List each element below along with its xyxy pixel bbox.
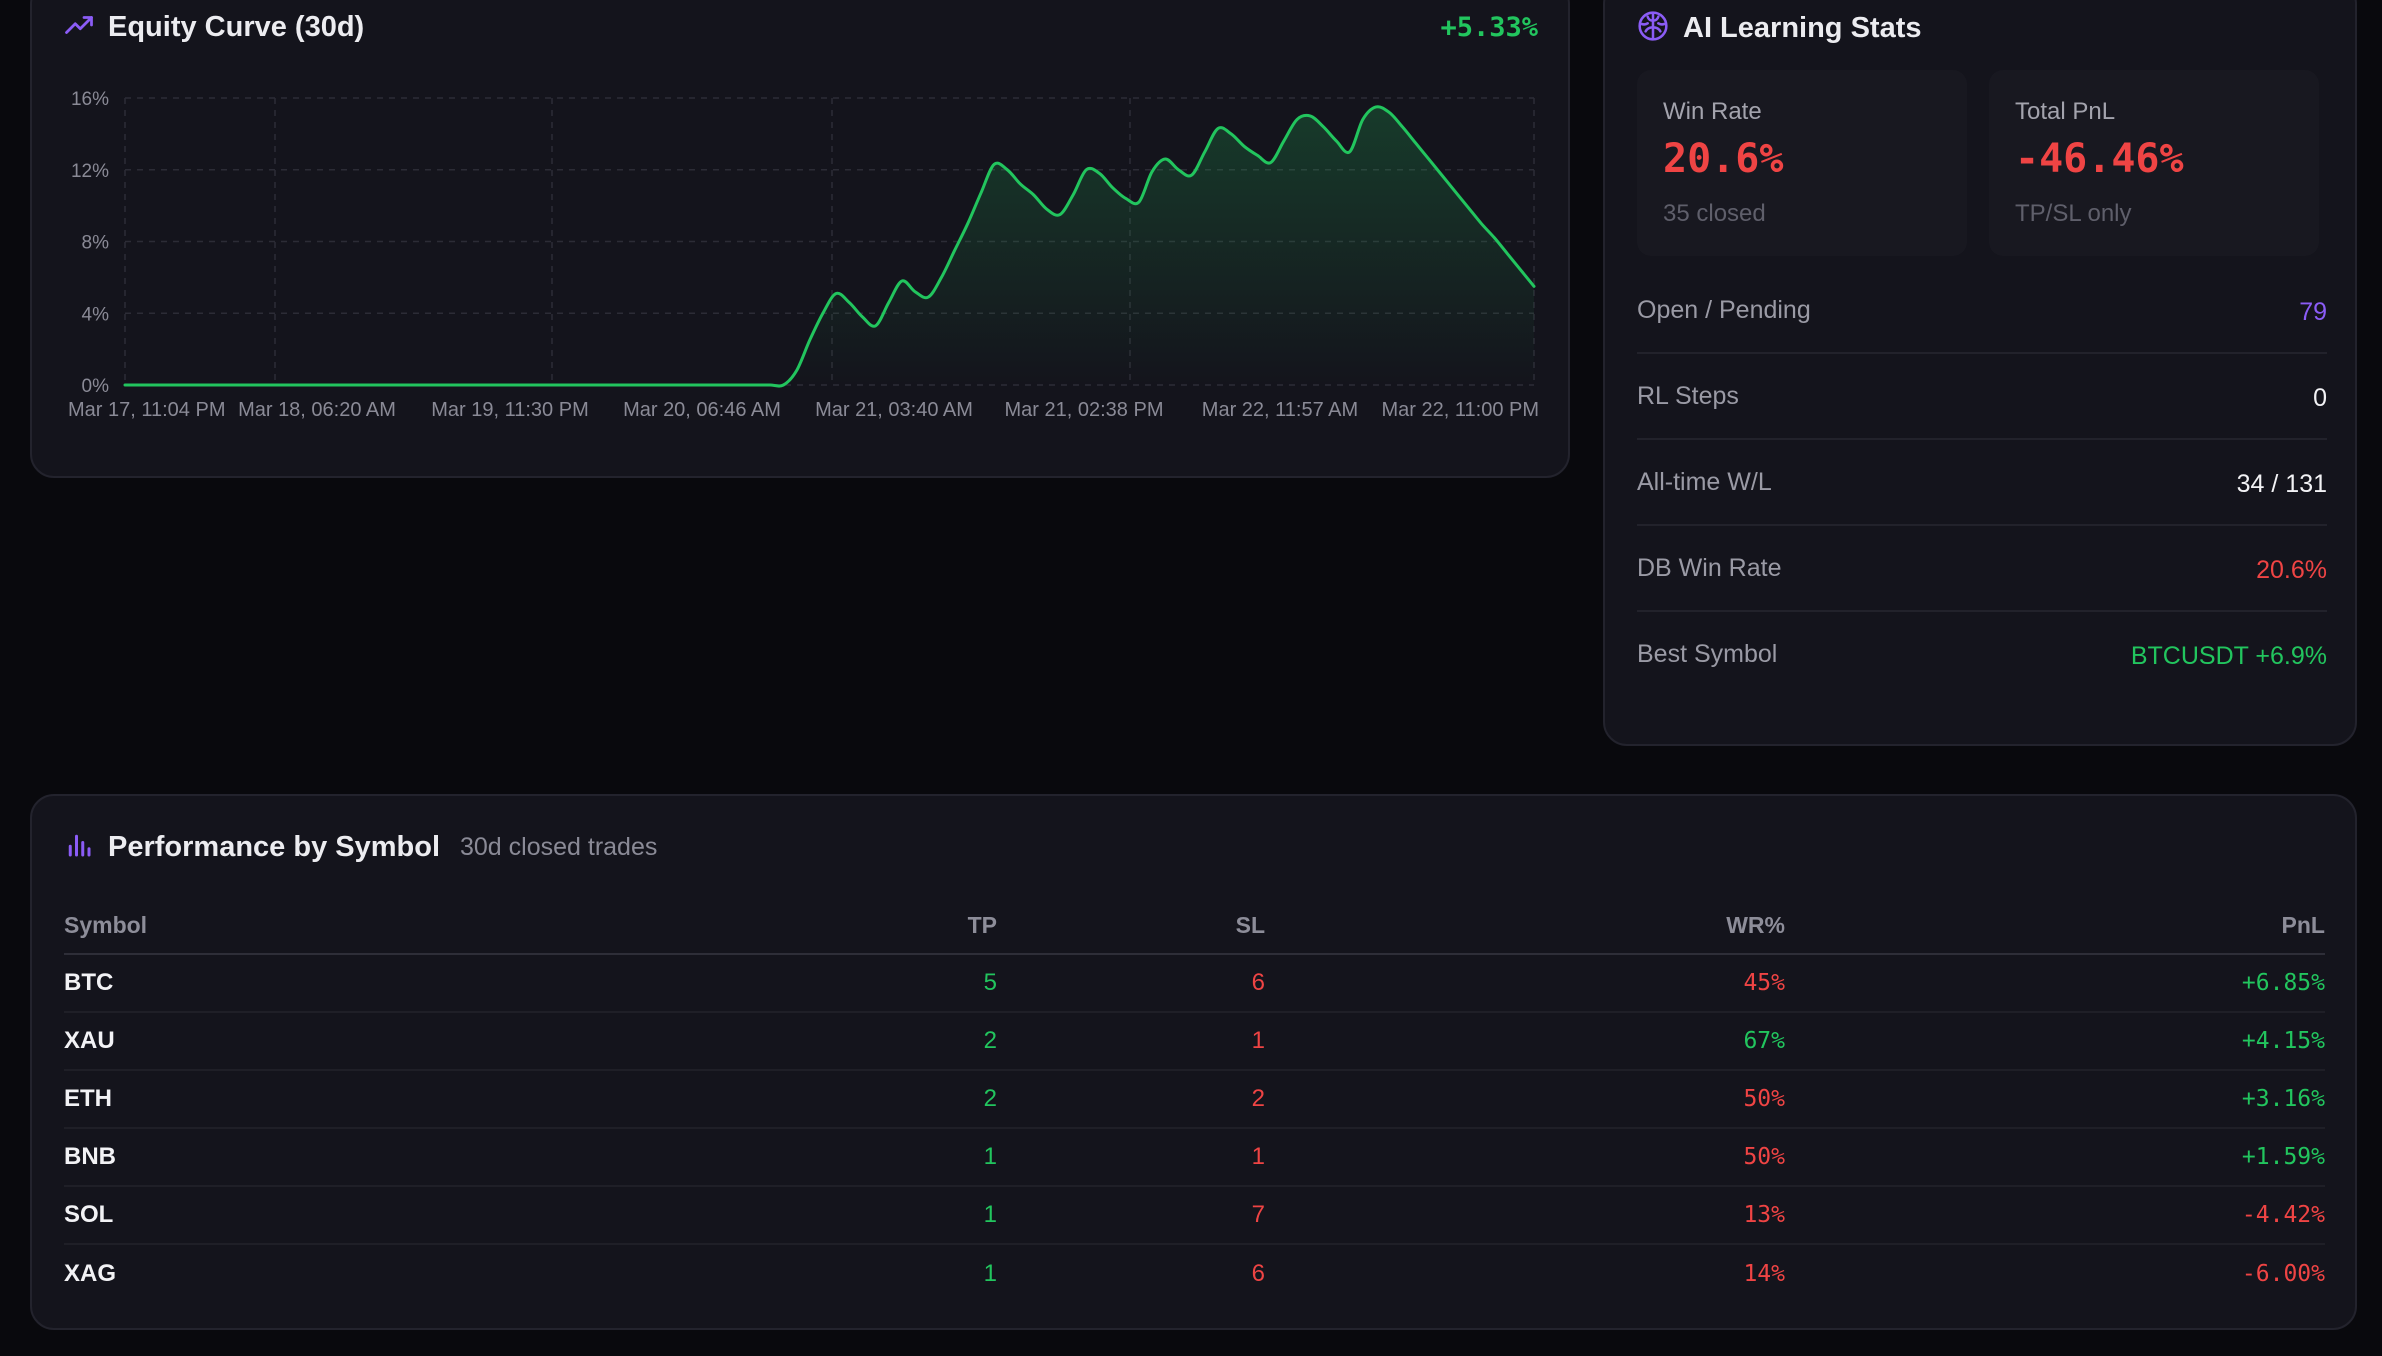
- performance-table: Symbol TP SL WR% PnL BTC 5 6 45% +6.85% …: [64, 898, 2325, 1302]
- sl-cell: 6: [1251, 1259, 1265, 1287]
- brain-icon: [1637, 10, 1669, 47]
- x-tick-label: Mar 22, 11:57 AM: [1202, 399, 1358, 421]
- total-pnl-stat: Total PnL -46.46% TP/SL only: [1989, 70, 2319, 256]
- column-header-wr[interactable]: WR%: [1265, 898, 1785, 955]
- y-tick-label: 8%: [82, 233, 110, 254]
- equity-card-header: Equity Curve (30d): [64, 10, 364, 45]
- x-tick-label: Mar 22, 11:00 PM: [1382, 399, 1539, 421]
- x-tick-label: Mar 21, 02:38 PM: [1005, 399, 1164, 421]
- wr-cell: 50%: [1265, 1070, 1785, 1129]
- x-tick-label: Mar 18, 06:20 AM: [238, 399, 396, 421]
- stat-row-db-win-rate: DB Win Rate 20.6%: [1637, 526, 2327, 612]
- sl-cell: 1: [997, 1128, 1265, 1187]
- pnl-cell: +6.85%: [1785, 954, 2325, 1013]
- stat-row-all-time-wl: All-time W/L 34 / 131: [1637, 440, 2327, 526]
- win-rate-label: Win Rate: [1663, 98, 1762, 125]
- stat-row-label: RL Steps: [1637, 382, 1739, 410]
- stat-row-value: 20.6%: [2256, 556, 2327, 584]
- tp-cell: 1: [684, 1186, 997, 1245]
- table-row[interactable]: XAU 2 1 67% +4.15%: [64, 1012, 2325, 1071]
- equity-area-fill: [125, 106, 1534, 387]
- table-row[interactable]: ETH 2 2 50% +3.16%: [64, 1070, 2325, 1129]
- ai-card-title: AI Learning Stats: [1683, 12, 1922, 44]
- stat-row-label: DB Win Rate: [1637, 554, 1782, 582]
- column-header-tp[interactable]: TP: [684, 898, 997, 955]
- equity-series-line[interactable]: [123, 105, 1536, 388]
- performance-card-subtitle: 30d closed trades: [460, 833, 658, 861]
- table-row[interactable]: BTC 5 6 45% +6.85%: [64, 954, 2325, 1013]
- y-tick-label: 4%: [82, 304, 110, 325]
- x-tick-label: Mar 17, 11:04 PM: [68, 399, 225, 421]
- equity-curve-card: 0% 4% 8% 12% 16% Mar 17, 11:04 PM Mar 18, 06:2…: [30, 0, 1570, 478]
- wr-cell: 14%: [1743, 1260, 1785, 1287]
- stat-row-label: Best Symbol: [1637, 640, 1778, 668]
- tp-cell: 2: [684, 1012, 997, 1071]
- column-header-symbol[interactable]: Symbol: [64, 898, 684, 955]
- stat-row-label: All-time W/L: [1637, 468, 1772, 496]
- tp-cell: 1: [983, 1259, 997, 1287]
- x-tick-label: Mar 20, 06:46 AM: [623, 399, 781, 421]
- column-header-pnl[interactable]: PnL: [1785, 898, 2325, 955]
- performance-card-title: Performance by Symbol: [108, 831, 440, 863]
- ai-learning-stats-card: AI Learning Stats Win Rate 20.6% 35 clos…: [1603, 0, 2357, 746]
- trending-up-icon: [64, 10, 94, 45]
- stat-row-best-symbol: Best Symbol BTCUSDT +6.9%: [1637, 612, 2327, 698]
- win-rate-value: 20.6%: [1663, 136, 1784, 182]
- table-row[interactable]: XAG 1 6 14% -6.00%: [64, 1244, 2325, 1302]
- sl-cell: 7: [997, 1186, 1265, 1245]
- symbol-cell: SOL: [64, 1186, 684, 1245]
- performance-card-header: Performance by Symbol 30d closed trades: [64, 830, 657, 865]
- symbol-cell: ETH: [64, 1070, 684, 1129]
- x-tick-label: Mar 19, 11:30 PM: [431, 399, 588, 421]
- stat-row-label: Open / Pending: [1637, 296, 1811, 324]
- equity-change-value: +5.33%: [1440, 12, 1538, 43]
- pnl-cell: +1.59%: [1785, 1128, 2325, 1187]
- sl-cell: 2: [997, 1070, 1265, 1129]
- pnl-cell: +3.16%: [1785, 1070, 2325, 1129]
- ai-card-header: AI Learning Stats: [1637, 10, 1922, 47]
- stat-row-value: 34 / 131: [2236, 470, 2327, 498]
- equity-card-title: Equity Curve (30d): [108, 11, 365, 43]
- wr-cell: 67%: [1265, 1012, 1785, 1071]
- column-header-sl[interactable]: SL: [997, 898, 1265, 955]
- pnl-cell: -6.00%: [2241, 1260, 2325, 1287]
- pnl-cell: +4.15%: [1785, 1012, 2325, 1071]
- performance-by-symbol-card: Performance by Symbol 30d closed trades …: [30, 794, 2357, 1330]
- tp-cell: 2: [684, 1070, 997, 1129]
- table-row[interactable]: BNB 1 1 50% +1.59%: [64, 1128, 2325, 1187]
- table-row[interactable]: SOL 1 7 13% -4.42%: [64, 1186, 2325, 1245]
- stat-row-rl-steps: RL Steps 0: [1637, 354, 2327, 440]
- wr-cell: 50%: [1265, 1128, 1785, 1187]
- symbol-cell: BTC: [64, 954, 684, 1013]
- stat-row-open-pending: Open / Pending 79: [1637, 268, 2327, 354]
- wr-cell: 45%: [1265, 954, 1785, 1013]
- y-tick-label: 16%: [71, 89, 109, 110]
- tp-cell: 5: [684, 954, 997, 1013]
- win-rate-stat: Win Rate 20.6% 35 closed: [1637, 70, 1967, 256]
- sl-cell: 6: [997, 954, 1265, 1013]
- stat-row-value: 79: [2299, 298, 2327, 326]
- tp-cell: 1: [684, 1128, 997, 1187]
- total-pnl-label: Total PnL: [2015, 98, 2116, 125]
- stat-row-value: BTCUSDT +6.9%: [2130, 642, 2327, 670]
- win-rate-subtext: 35 closed: [1663, 200, 1766, 227]
- table-header-row: Symbol TP SL WR% PnL: [64, 898, 2325, 955]
- symbol-cell: XAG: [64, 1259, 117, 1287]
- x-tick-label: Mar 21, 03:40 AM: [815, 399, 973, 421]
- y-tick-label: 12%: [71, 161, 109, 182]
- sl-cell: 1: [997, 1012, 1265, 1071]
- y-tick-label: 0%: [82, 376, 110, 397]
- wr-cell: 13%: [1265, 1186, 1785, 1245]
- bar-chart-icon: [64, 830, 94, 865]
- stat-row-value: 0: [2313, 384, 2327, 412]
- pnl-cell: -4.42%: [1785, 1186, 2325, 1245]
- equity-curve-chart: 0% 4% 8% 12% 16% Mar 17, 11:04 PM Mar 18, 06:2…: [68, 89, 1539, 421]
- total-pnl-value: -46.46%: [2015, 136, 2184, 182]
- symbol-cell: XAU: [64, 1012, 684, 1071]
- total-pnl-subtext: TP/SL only: [2015, 200, 2132, 227]
- symbol-cell: BNB: [64, 1128, 684, 1187]
